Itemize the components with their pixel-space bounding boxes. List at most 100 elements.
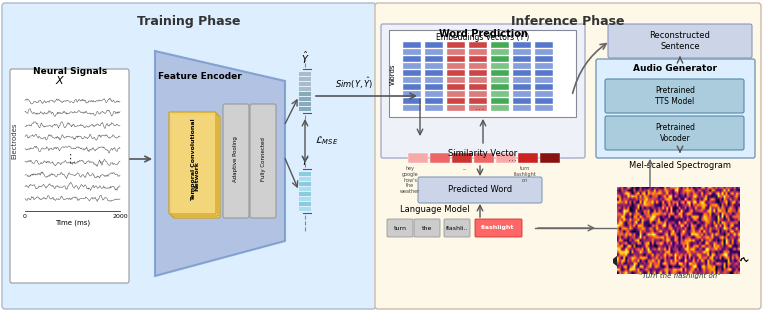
Bar [535,49,553,55]
FancyBboxPatch shape [444,219,470,237]
Text: Network: Network [188,161,199,191]
Bar [513,70,531,76]
Bar [299,182,311,186]
Bar [299,172,311,176]
FancyBboxPatch shape [389,30,576,117]
Bar [425,56,443,62]
Text: hey
google
how's
the
weather: hey google how's the weather [400,166,420,194]
Bar [491,49,509,55]
Text: Pretrained
TTS Model: Pretrained TTS Model [655,86,695,106]
FancyBboxPatch shape [171,114,218,216]
Bar [403,70,421,76]
Bar [469,49,487,55]
Bar [513,98,531,104]
Text: 2000: 2000 [112,214,128,219]
Bar [535,91,553,97]
Bar [535,105,553,111]
Bar [299,102,311,106]
Bar [447,105,465,111]
Bar [425,98,443,104]
Bar [447,77,465,83]
Bar [469,84,487,90]
Bar [535,63,553,69]
Bar [299,87,311,91]
Bar [425,49,443,55]
Bar [513,49,531,55]
Text: Mel-scaled Spectrogram: Mel-scaled Spectrogram [629,161,731,170]
Text: Reconstructed
Sentence: Reconstructed Sentence [649,31,710,51]
Bar [299,202,311,206]
Text: Predicted Word: Predicted Word [448,185,512,194]
Bar [403,63,421,69]
Bar [618,256,623,262]
Bar [496,153,516,163]
Text: Embeddings Vectors (Y'): Embeddings Vectors (Y') [436,33,530,42]
Bar [540,153,560,163]
Bar [447,42,465,48]
Text: Similarity Vector: Similarity Vector [449,149,517,158]
Bar [425,77,443,83]
Bar [535,70,553,76]
Bar [403,105,421,111]
Bar [430,153,450,163]
Bar [299,77,311,81]
Bar [513,63,531,69]
Bar [299,197,311,201]
Bar [299,97,311,101]
Bar [518,153,538,163]
Text: Electrodes: Electrodes [11,123,17,159]
Bar [491,91,509,97]
Bar [491,77,509,83]
Text: Training Phase: Training Phase [137,15,241,28]
Text: ...: ... [508,153,517,163]
Text: Word Prediction: Word Prediction [439,29,527,39]
Text: $\mathcal{L}_{MSE}$: $\mathcal{L}_{MSE}$ [315,135,338,147]
Text: Fully Connected: Fully Connected [260,137,266,181]
Bar [299,82,311,86]
Text: turn
flashlight
on: turn flashlight on [513,166,536,183]
Bar [447,91,465,97]
Bar [447,98,465,104]
Bar [469,91,487,97]
Bar [403,91,421,97]
Text: Temporal Convolutional: Temporal Convolutional [192,119,197,201]
FancyBboxPatch shape [250,104,276,218]
FancyBboxPatch shape [381,24,585,158]
Text: Language Model: Language Model [400,205,470,214]
Bar [513,42,531,48]
Bar [535,84,553,90]
Bar [491,98,509,104]
FancyBboxPatch shape [418,177,542,203]
Text: Neural Signals: Neural Signals [33,67,107,76]
Bar [403,42,421,48]
Polygon shape [613,255,618,267]
Bar [425,91,443,97]
Bar [299,72,311,76]
Text: Voice Output: Voice Output [653,246,707,255]
Text: 0: 0 [23,214,27,219]
Bar [425,63,443,69]
Text: Time (ms): Time (ms) [56,219,91,225]
Bar [299,192,311,196]
Bar [299,187,311,191]
FancyBboxPatch shape [387,219,413,237]
Text: $\hat{Y}$: $\hat{Y}$ [301,50,309,66]
Bar [513,77,531,83]
FancyBboxPatch shape [596,59,755,158]
Text: ...: ... [462,166,467,171]
Text: flashlight: flashlight [481,225,515,230]
FancyBboxPatch shape [169,112,216,214]
Text: $X$: $X$ [55,74,65,86]
Text: "Turn the flashlight on": "Turn the flashlight on" [639,273,721,279]
Bar [491,70,509,76]
Bar [425,70,443,76]
Bar [491,63,509,69]
Text: Adaptive Pooling: Adaptive Pooling [233,136,239,182]
Bar [452,153,472,163]
Bar [299,107,311,111]
Bar [447,49,465,55]
Bar [299,92,311,96]
Bar [425,105,443,111]
Bar [513,84,531,90]
FancyBboxPatch shape [10,69,129,283]
